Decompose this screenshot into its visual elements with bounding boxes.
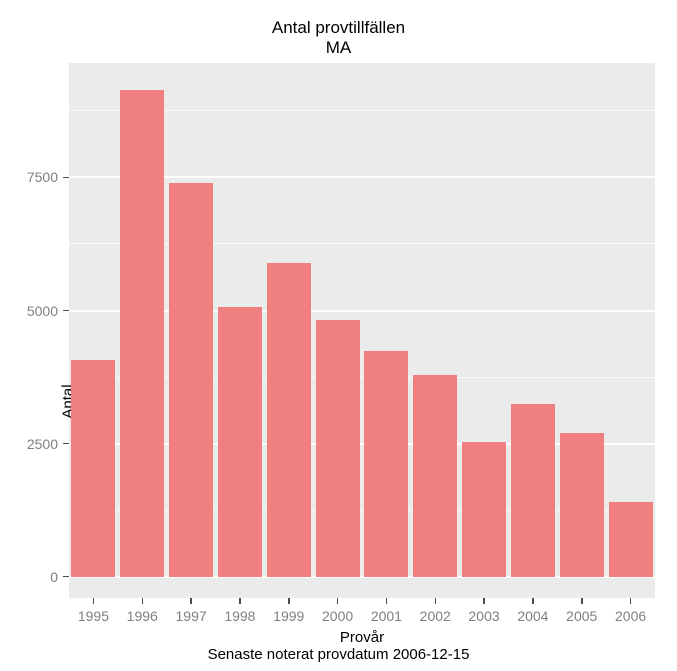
chart-title: Antal provtillfällen MA (0, 18, 677, 58)
y-tick-label-5000: 5000 (26, 302, 58, 319)
x-axis-tick-1996 (141, 598, 143, 604)
y-axis-tick-2500 (63, 442, 69, 445)
x-axis-tick-1995 (92, 598, 95, 604)
gridline-minor-1250 (69, 509, 655, 511)
y-tick-label-7500: 7500 (26, 169, 58, 186)
x-tick-label-1997: 1997 (175, 608, 207, 624)
x-axis-tick-1998 (239, 598, 241, 604)
gridline-major-7500 (69, 176, 655, 179)
bar-1998 (217, 307, 262, 577)
x-axis-tick-1997 (190, 598, 192, 604)
x-axis-tick-2006 (629, 598, 632, 604)
bar-2006 (608, 501, 653, 577)
x-axis-title: Provår (339, 629, 385, 646)
plot-panel: Antal 0 2500 5000 7500 1995 1996 1997 1998 1999 2… (27, 63, 655, 624)
gridline-major-0 (69, 575, 655, 578)
y-axis-tick-7500 (63, 176, 69, 179)
bar-2001 (364, 350, 409, 577)
gridline-minor-6250 (69, 243, 655, 245)
x-tick-label-2004: 2004 (517, 608, 549, 624)
x-tick-label-2005: 2005 (566, 608, 598, 624)
x-tick-label-1995: 1995 (77, 608, 109, 624)
x-axis-tick-1999 (288, 598, 290, 604)
y-axis-tick-0 (63, 575, 69, 578)
chart-caption: Senaste noterat provdatum 2006-12-15 (207, 646, 470, 663)
bar-1997 (169, 182, 214, 577)
x-tick-label-1996: 1996 (126, 608, 158, 624)
x-tick-label-1998: 1998 (224, 608, 256, 624)
gridline-minor-8750 (69, 110, 655, 112)
x-tick-label-2003: 2003 (468, 608, 500, 624)
x-axis-tick-2001 (385, 598, 388, 604)
bar-2002 (413, 375, 458, 577)
gridline-major-2500 (69, 442, 655, 445)
bar-2004 (510, 404, 555, 577)
x-axis-tick-2003 (483, 598, 485, 604)
chart-title-line1: Antal provtillfällen (271, 18, 406, 37)
bar-1996 (120, 89, 165, 577)
x-tick-label-2000: 2000 (322, 608, 354, 624)
y-axis-tick-5000 (63, 309, 69, 312)
bar-2005 (559, 432, 604, 577)
y-tick-label-0: 0 (50, 568, 58, 585)
x-axis-tick-2002 (434, 598, 436, 604)
x-axis-tick-2000 (336, 598, 339, 604)
chart-title-line2: MA (325, 38, 352, 57)
bar-1999 (266, 263, 311, 577)
bar-2003 (462, 442, 507, 577)
x-axis-tick-2005 (581, 598, 583, 604)
x-tick-label-2001: 2001 (370, 608, 402, 624)
x-axis-tick-2004 (532, 598, 534, 604)
x-tick-label-1999: 1999 (273, 608, 305, 624)
gridline-minor-3750 (69, 376, 655, 378)
gridline-major-5000 (69, 309, 655, 312)
x-tick-label-2002: 2002 (419, 608, 451, 624)
bar-2000 (315, 320, 360, 577)
x-tick-label-2006: 2006 (615, 608, 647, 624)
bar-1995 (71, 359, 116, 577)
y-tick-label-2500: 2500 (26, 435, 58, 452)
